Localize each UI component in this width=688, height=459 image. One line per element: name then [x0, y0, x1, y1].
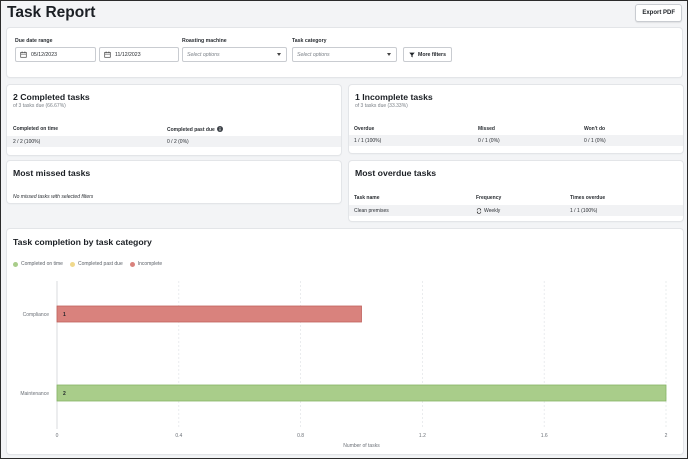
calendar-icon [104, 51, 111, 58]
roasting-machine-label: Roasting machine [182, 38, 227, 44]
legend-label: Completed past due [77, 261, 123, 267]
due-date-range-label: Due date range [15, 38, 53, 44]
col-wont-do: Won't do [584, 126, 606, 132]
table-row [349, 135, 683, 146]
col-frequency: Frequency [476, 195, 502, 201]
info-icon[interactable] [216, 126, 223, 132]
times-overdue-cell: 1 / 1 (100%) [570, 208, 598, 214]
bar-chart: 0 0.4 0.8 1.2 1.6 2 Number of tasks Compliance 1… [20, 281, 668, 449]
y-tick-label: Compliance [23, 312, 50, 318]
x-tick-label: 1.2 [419, 433, 426, 439]
task-category-select[interactable]: Select options [292, 47, 397, 62]
legend-swatch [13, 261, 18, 267]
more-filters-button[interactable]: More filters [403, 47, 452, 62]
most-missed-tasks-title: Most missed tasks [13, 168, 91, 178]
incomplete-tasks-card: 1 Incomplete tasks of 3 tasks due (33.33… [349, 85, 683, 153]
legend-item-completed-on-time[interactable]: Completed on time [13, 261, 63, 267]
roasting-machine-placeholder: Select options [187, 51, 220, 58]
overdue-value: 1 / 1 (100%) [354, 138, 382, 144]
most-overdue-tasks-title: Most overdue tasks [355, 168, 437, 178]
filter-icon [409, 52, 415, 57]
col-completed-past-due-label: Completed past due [167, 127, 215, 133]
chart-title: Task completion by task category [13, 237, 152, 247]
bar [56, 305, 362, 323]
task-name-cell: Clean premises [354, 208, 389, 214]
chevron-down-icon [387, 53, 391, 56]
most-overdue-tasks-card: Most overdue tasks Task name Frequency T… [349, 161, 683, 221]
bar-value-label: 1 [63, 312, 66, 318]
legend-label: Incomplete [137, 261, 163, 267]
col-overdue: Overdue [354, 126, 375, 132]
table-row [7, 136, 341, 147]
y-tick-label: Maintenance [20, 391, 49, 397]
completed-tasks-subtitle: of 3 tasks due (66.67%) [13, 103, 66, 109]
wont-do-value: 0 / 1 (0%) [584, 138, 606, 144]
end-date-input[interactable]: 11/12/2023 [99, 47, 179, 62]
export-pdf-button[interactable]: Export PDF [635, 4, 682, 22]
incomplete-tasks-subtitle: of 3 tasks due (33.33%) [355, 103, 408, 109]
completed-past-due-value: 0 / 2 (0%) [167, 139, 189, 145]
table-row[interactable] [349, 205, 683, 216]
task-completion-chart-card: Task completion by task category Complet… [7, 229, 683, 454]
more-filters-label: More filters [418, 51, 446, 58]
chevron-down-icon [277, 53, 281, 56]
roasting-machine-select[interactable]: Select options [182, 47, 287, 62]
incomplete-tasks-title: 1 Incomplete tasks [355, 92, 433, 102]
bar [56, 384, 667, 402]
legend-swatch [129, 261, 135, 267]
page-header: Task Report Export PDF [1, 1, 687, 24]
task-category-label: Task category [292, 38, 327, 44]
x-tick-label: 0.8 [297, 433, 304, 439]
x-tick-label: 0.4 [175, 433, 182, 439]
col-completed-past-due: Completed past due [167, 126, 223, 133]
task-category-placeholder: Select options [297, 51, 330, 58]
filters-panel: Due date range 05/12/2023 11/12/2023 Roa… [7, 28, 682, 77]
missed-value: 0 / 1 (0%) [478, 138, 500, 144]
start-date-value: 05/12/2023 [31, 51, 57, 58]
x-tick-label: 2 [665, 433, 668, 439]
x-tick-label: 0 [56, 433, 59, 439]
legend-swatch [69, 261, 75, 267]
x-tick-label: 1.6 [541, 433, 548, 439]
most-missed-tasks-card: Most missed tasks No missed tasks with s… [7, 161, 341, 203]
legend-item-completed-past-due[interactable]: Completed past due [69, 261, 123, 267]
end-date-value: 11/12/2023 [115, 51, 141, 58]
empty-state-message: No missed tasks with selected filters [13, 194, 94, 200]
bar-value-label: 2 [63, 391, 66, 397]
col-times-overdue: Times overdue [570, 195, 606, 201]
col-completed-on-time: Completed on time [13, 126, 59, 132]
col-missed: Missed [478, 126, 495, 132]
chart-legend: Completed on time Completed past due Inc… [13, 261, 162, 267]
completed-tasks-card: 2 Completed tasks of 3 tasks due (66.67%… [7, 85, 341, 155]
page-title: Task Report [7, 4, 96, 21]
repeat-icon [476, 208, 482, 214]
legend-item-incomplete[interactable]: Incomplete [129, 261, 163, 267]
legend-label: Completed on time [21, 261, 63, 267]
completed-on-time-value: 2 / 2 (100%) [13, 139, 41, 145]
start-date-input[interactable]: 05/12/2023 [15, 47, 96, 62]
x-axis-label: Number of tasks [343, 443, 380, 449]
col-task-name: Task name [354, 195, 380, 201]
calendar-icon [20, 51, 27, 58]
frequency-value: Weekly [484, 208, 501, 214]
completed-tasks-title: 2 Completed tasks [13, 92, 90, 102]
frequency-cell: Weekly [476, 208, 500, 214]
